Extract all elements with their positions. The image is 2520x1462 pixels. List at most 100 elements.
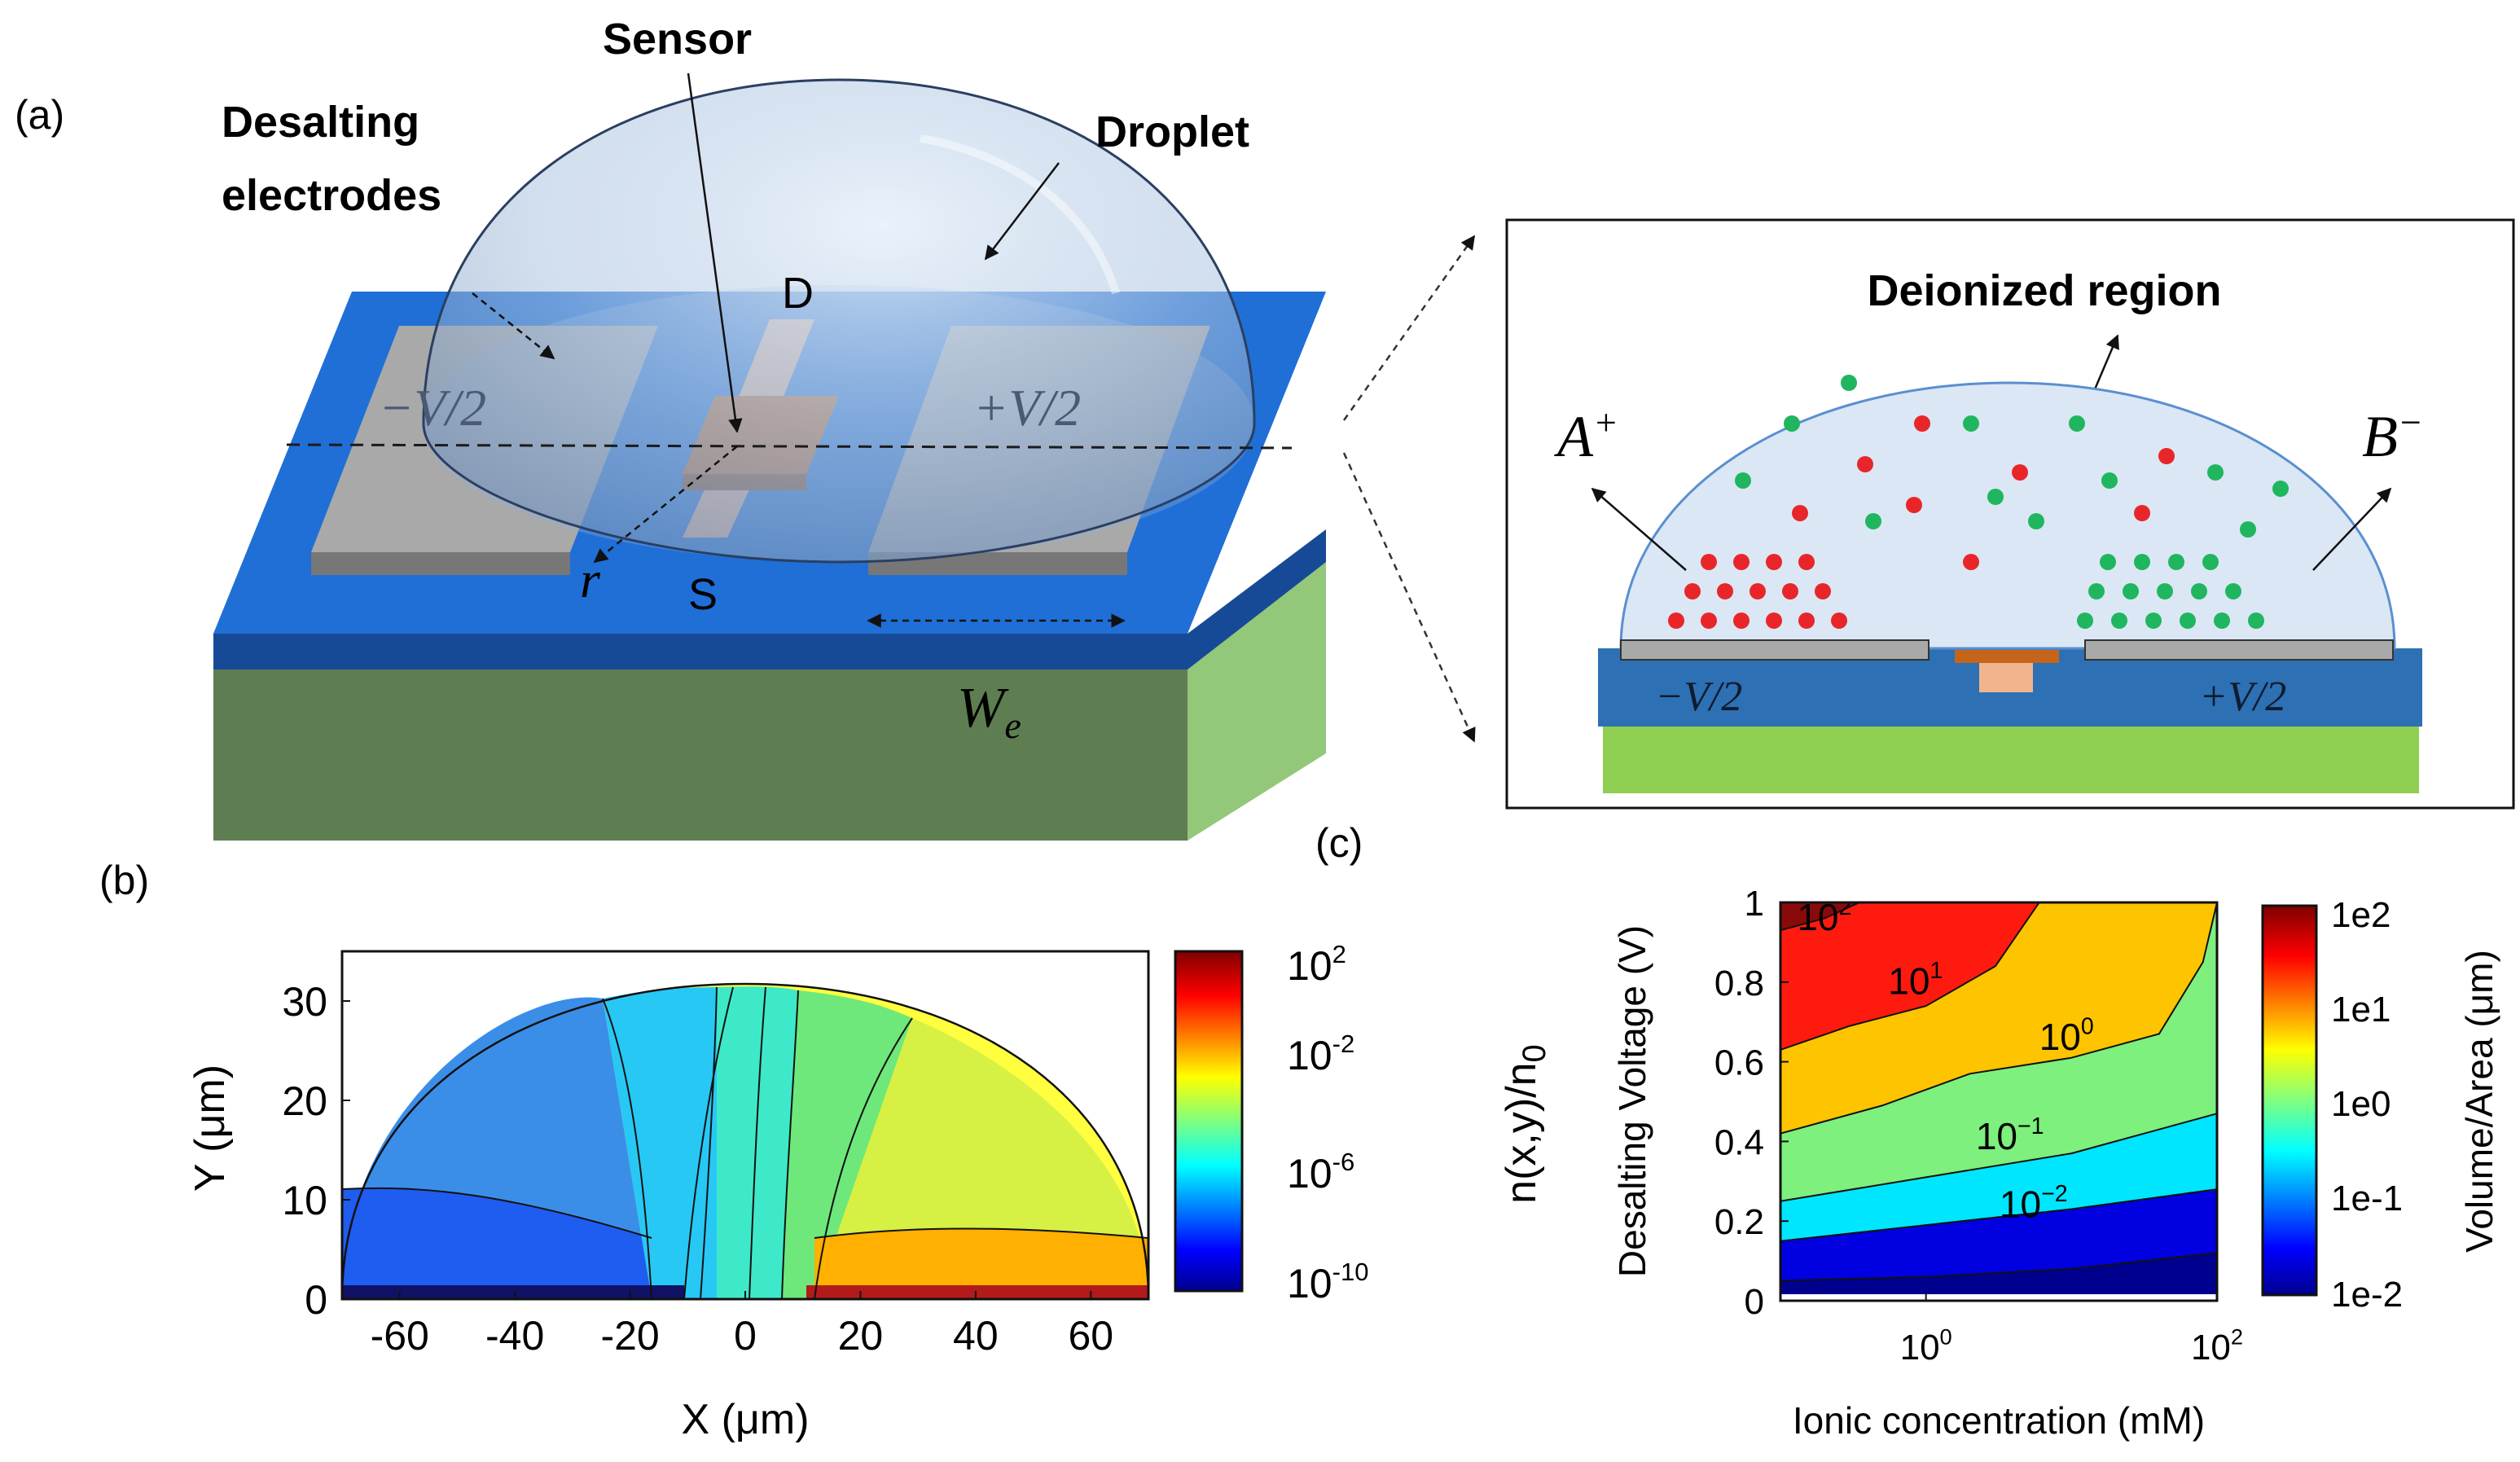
- colorbar-tick-label: 10-2: [1287, 1030, 1354, 1078]
- inset-base: [1603, 727, 2419, 793]
- anion-dot: [2123, 583, 2139, 599]
- y-tick-label: 0: [1745, 1282, 1764, 1322]
- cation-dot: [1701, 554, 1717, 570]
- panel-b-colorbar-ticks: 102 10-2 10-6 10-10: [1287, 940, 1368, 1306]
- cation-dot: [1782, 583, 1798, 599]
- panel-c-plot: 102 101 100 10−1 10−2: [1780, 902, 2217, 1301]
- anion-dot: [1963, 415, 1979, 432]
- contour-label: 101: [1888, 958, 1943, 1002]
- contour-label: 10−2: [2000, 1181, 2068, 1225]
- bottom-strip: [1780, 1294, 2217, 1301]
- base-side: [1188, 562, 1326, 841]
- region-right-low: [814, 1228, 1148, 1299]
- cation-dot: [2012, 464, 2028, 481]
- left-electrode-front: [311, 552, 570, 575]
- cation-dot: [2134, 505, 2150, 521]
- radius-arrow: [593, 446, 738, 564]
- colorbar-tick-label: 10-10: [1287, 1258, 1368, 1306]
- anion-dot: [2100, 554, 2116, 570]
- anion-dot: [1784, 415, 1800, 432]
- contour-line: [1780, 902, 2040, 1051]
- anion-dot: [2157, 583, 2173, 599]
- panel-b-colorbar: [1174, 950, 1244, 1293]
- anion-dot: [2240, 521, 2256, 538]
- zoom-line-top: [1342, 235, 1476, 421]
- cation-dot: [1792, 505, 1808, 521]
- anion-dot: [2207, 464, 2224, 481]
- y-tick-label: 10: [282, 1178, 327, 1223]
- cation-dot: [1798, 554, 1815, 570]
- substrate-edge-side: [1188, 529, 1326, 670]
- colorbar-tick-label: 102: [1287, 940, 1346, 989]
- contour-line: [1780, 902, 2217, 1135]
- left-electrode-layer: [342, 1285, 684, 1299]
- cation-dot: [1733, 612, 1750, 629]
- contour-label: 10−1: [1976, 1113, 2044, 1157]
- cation-dot: [1717, 583, 1733, 599]
- anion-dot: [2101, 472, 2118, 489]
- panel-b-colorbar-label: n(x,y)/n0: [1498, 1044, 1552, 1204]
- x-tick-label: 100: [1900, 1324, 1952, 1368]
- droplet-outline: [342, 982, 1148, 1299]
- contour-line: [814, 1227, 1148, 1239]
- desalting-callout-line2: electrodes: [222, 171, 441, 220]
- cation-dot: [1701, 612, 1717, 629]
- colorbar-tick-label: 1e0: [2331, 1084, 2390, 1124]
- contour-label: 100: [2039, 1014, 2094, 1058]
- colorbar-tick-label: 1e-1: [2331, 1179, 2403, 1218]
- contour-line: [749, 986, 766, 1299]
- inset-left-electrode: [1620, 639, 1930, 661]
- inset-title: Deionized region: [1867, 266, 2221, 315]
- cation-dot: [1831, 612, 1847, 629]
- right-electrode-layer: [806, 1285, 1148, 1299]
- x-tick-label: -40: [485, 1313, 544, 1359]
- colorbar-tick-label: 1e2: [2331, 895, 2390, 935]
- desalting-callout-line1: Desalting: [222, 98, 419, 147]
- contour-line: [814, 1017, 913, 1299]
- colorbar-tick-label: 10-6: [1287, 1148, 1354, 1196]
- inset-panel: Deionized region A+ B− −V/2 +V/2: [1505, 218, 2515, 810]
- region-left-low: [342, 1188, 668, 1299]
- anion-dot: [2248, 612, 2264, 629]
- fill-band-5: [1780, 902, 2039, 1050]
- contour-line: [781, 990, 799, 1299]
- left-electrode-voltage: −V/2: [379, 379, 486, 437]
- inset-sensor-pad: [1955, 650, 2059, 663]
- y-tick-label: 0.2: [1714, 1202, 1764, 1242]
- colorbar-tick-label: 1e-2: [2331, 1275, 2403, 1315]
- y-tick-label: 30: [282, 979, 327, 1025]
- anion-dot: [2077, 612, 2093, 629]
- y-tick-label: 0.6: [1714, 1043, 1764, 1083]
- anion-dot: [2191, 583, 2207, 599]
- panel-c-label: (c): [1315, 820, 1363, 866]
- anion-dot: [1987, 489, 2004, 505]
- right-electrode-voltage: +V/2: [973, 379, 1081, 437]
- sensor-arrow: [687, 72, 743, 433]
- contour-lines-b: [342, 982, 1148, 1299]
- inset-right-voltage: +V/2: [2199, 674, 2286, 720]
- panel-c-colorbar: [2261, 904, 2318, 1297]
- contour-line: [1780, 1252, 2217, 1282]
- y-tick-label: 1: [1745, 884, 1764, 924]
- panel-b-y-ticks: 0 10 20 30: [282, 979, 350, 1323]
- anion-dot: [2088, 583, 2105, 599]
- inset-droplet: [1619, 381, 2396, 650]
- inset-right-electrode: [2084, 639, 2394, 661]
- contour-lines-c: [1780, 902, 2217, 1301]
- panel-c-y-ticks: 0 0.2 0.4 0.6 0.8 1: [1714, 884, 1789, 1322]
- anion-dot: [2069, 415, 2085, 432]
- x-tick-label: -60: [371, 1313, 429, 1359]
- fill-band-6: [1780, 902, 1860, 931]
- anion-dot: [1865, 513, 1881, 529]
- cation-dot: [1684, 583, 1701, 599]
- colorbar-tick-label: 1e1: [2331, 990, 2390, 1030]
- panel-b-x-ticks: -60 -40 -20 0 20 40 60: [371, 1291, 1113, 1359]
- anion-dot: [2168, 554, 2184, 570]
- anion-dot: [2145, 612, 2162, 629]
- cation-dot: [1857, 456, 1873, 472]
- cation-label: A+: [1554, 402, 1618, 469]
- base-front: [213, 666, 1188, 841]
- anion-dot: [2225, 583, 2241, 599]
- x-tick-label: 102: [2191, 1324, 2243, 1368]
